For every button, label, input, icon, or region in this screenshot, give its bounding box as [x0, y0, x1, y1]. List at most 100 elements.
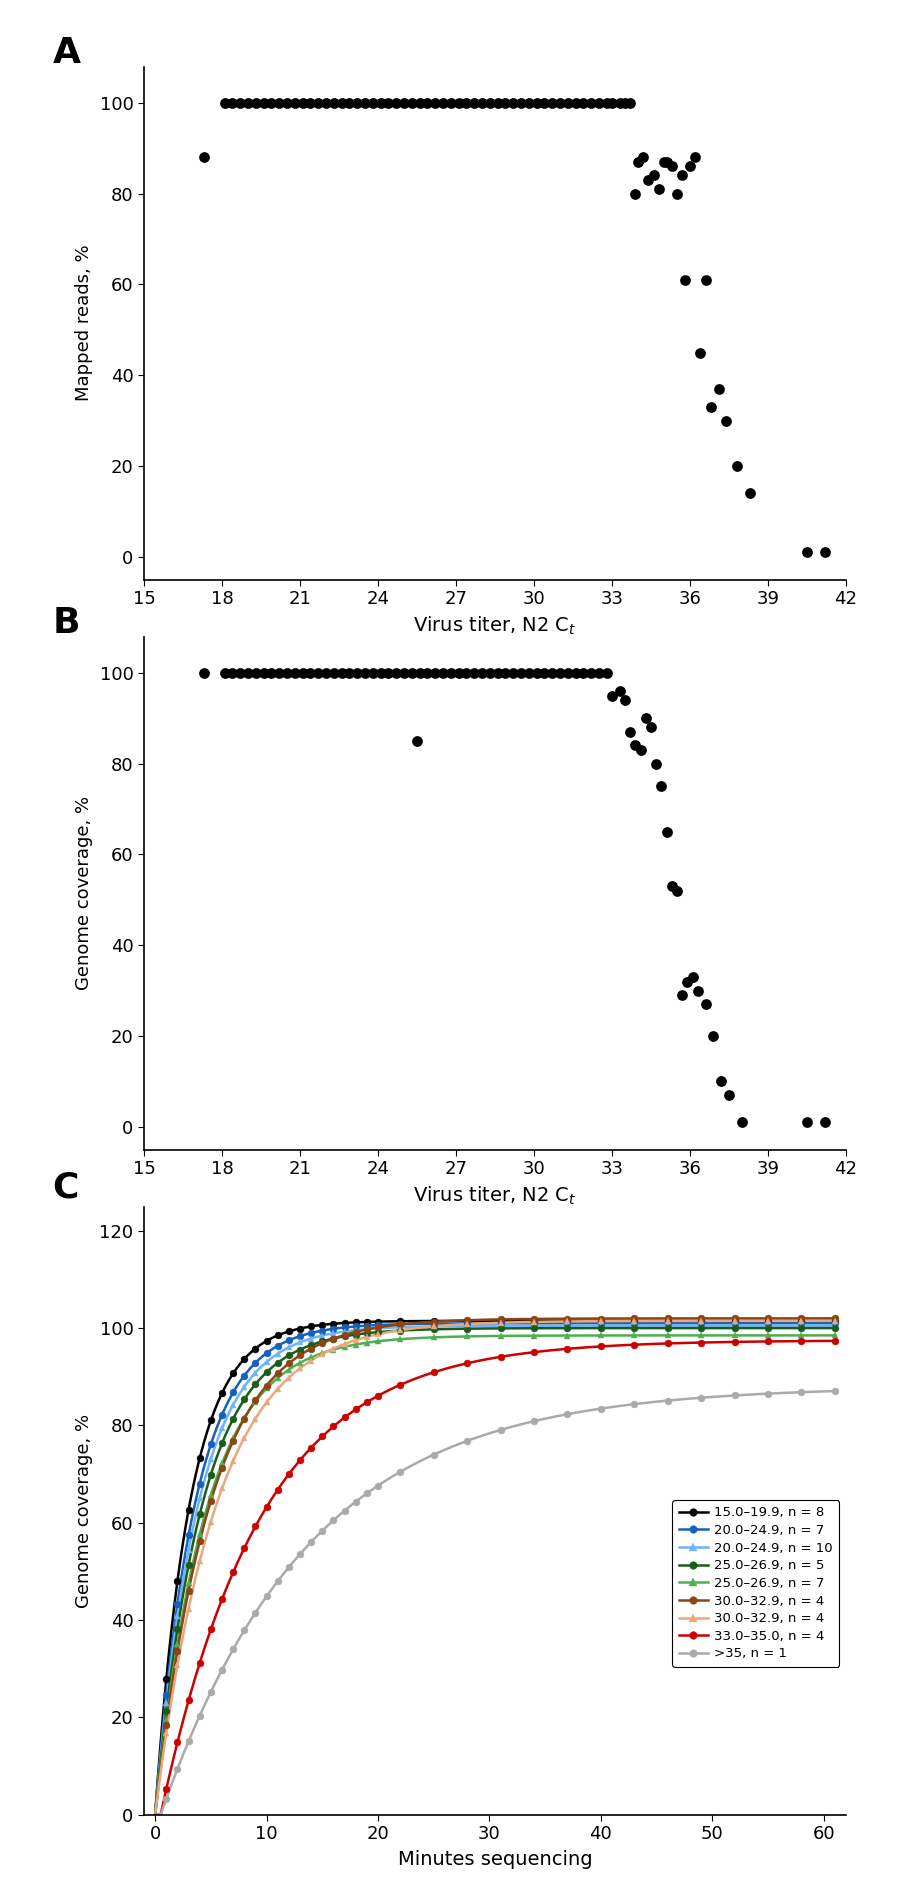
Point — [576, 657, 590, 688]
Point — [537, 87, 552, 118]
Point — [514, 87, 528, 118]
Point — [335, 87, 349, 118]
Point — [412, 657, 427, 688]
Point — [233, 657, 248, 688]
Point — [397, 657, 411, 688]
Point — [628, 179, 643, 209]
Point — [452, 657, 466, 688]
Point — [358, 87, 373, 118]
Point — [623, 716, 637, 747]
Point — [256, 657, 271, 688]
Point — [405, 87, 419, 118]
Point — [459, 657, 473, 688]
Point — [636, 142, 651, 173]
Point — [506, 87, 520, 118]
Point — [382, 657, 396, 688]
Point — [569, 87, 583, 118]
Point — [374, 87, 388, 118]
Point — [248, 657, 263, 688]
Point — [459, 87, 473, 118]
Point — [365, 657, 380, 688]
Point — [218, 87, 232, 118]
Point — [730, 450, 744, 481]
Point — [800, 1108, 814, 1138]
Point — [452, 87, 466, 118]
Point — [680, 967, 695, 998]
Point — [698, 990, 713, 1020]
Point — [444, 657, 458, 688]
Point — [704, 391, 718, 422]
Point — [265, 87, 279, 118]
Point — [514, 657, 528, 688]
Point — [675, 980, 689, 1011]
Point — [272, 87, 286, 118]
Point — [569, 657, 583, 688]
Point — [613, 676, 627, 707]
Point — [389, 657, 403, 688]
Point — [412, 87, 427, 118]
Point — [652, 175, 666, 205]
Point — [303, 87, 318, 118]
Point — [660, 146, 674, 177]
Point — [342, 657, 356, 688]
Point — [634, 735, 648, 766]
Point — [631, 146, 645, 177]
Point — [719, 405, 733, 435]
Point — [545, 87, 560, 118]
Point — [491, 657, 505, 688]
Point — [714, 1066, 728, 1096]
Point — [280, 657, 294, 688]
Point — [436, 87, 450, 118]
Point — [664, 152, 679, 182]
Point — [613, 87, 627, 118]
Point — [657, 146, 671, 177]
Text: C: C — [53, 1170, 79, 1205]
Point — [389, 87, 403, 118]
Point — [529, 87, 544, 118]
Point — [734, 1108, 749, 1138]
Point — [374, 657, 388, 688]
Point — [327, 657, 341, 688]
Point — [256, 87, 271, 118]
Point — [319, 87, 333, 118]
Point — [711, 374, 725, 405]
Point — [584, 657, 598, 688]
Point — [654, 771, 669, 802]
Point — [670, 876, 684, 906]
Point — [818, 538, 832, 568]
Point — [686, 961, 700, 992]
X-axis label: Virus titer, N2 C$_t$: Virus titer, N2 C$_t$ — [413, 616, 577, 636]
Point — [499, 657, 513, 688]
Point — [225, 87, 239, 118]
Point — [420, 657, 435, 688]
Point — [248, 87, 263, 118]
Point — [693, 338, 707, 369]
Point — [599, 87, 614, 118]
Point — [350, 87, 365, 118]
Point — [499, 87, 513, 118]
Point — [428, 657, 443, 688]
Point — [265, 657, 279, 688]
Point — [722, 1079, 736, 1110]
Point — [818, 1108, 832, 1138]
Legend: 15.0–19.9, n = 8, 20.0–24.9, n = 7, 20.0–24.9, n = 10, 25.0–26.9, n = 5, 25.0–26: 15.0–19.9, n = 8, 20.0–24.9, n = 7, 20.0… — [672, 1499, 840, 1666]
Point — [303, 657, 318, 688]
Point — [365, 87, 380, 118]
Point — [623, 87, 637, 118]
Point — [800, 538, 814, 568]
Point — [742, 479, 757, 509]
Point — [482, 657, 497, 688]
Point — [482, 87, 497, 118]
Point — [670, 179, 684, 209]
Point — [506, 657, 520, 688]
Point — [410, 726, 424, 756]
Point — [295, 657, 310, 688]
Point — [288, 87, 302, 118]
Point — [529, 657, 544, 688]
Point — [444, 87, 458, 118]
Point — [522, 87, 536, 118]
Point — [436, 657, 450, 688]
Point — [319, 657, 333, 688]
Point — [397, 87, 411, 118]
Point — [233, 87, 248, 118]
